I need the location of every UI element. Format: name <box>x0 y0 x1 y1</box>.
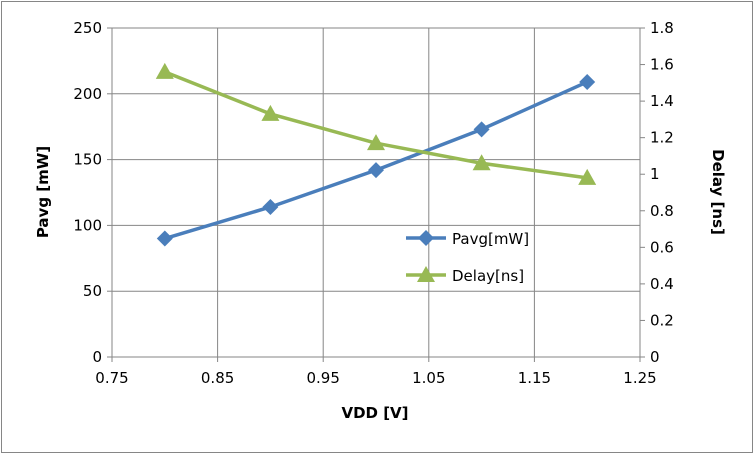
triangle-marker <box>261 104 280 121</box>
x-axis-label: VDD [V] <box>341 404 408 422</box>
y-tick-label: 250 <box>73 19 102 37</box>
y2-tick-label: 0 <box>650 348 660 366</box>
diamond-marker <box>368 162 384 179</box>
x-tick-label: 0.75 <box>95 369 128 387</box>
diamond-marker <box>262 198 279 215</box>
x-tick-label: 1.25 <box>623 369 656 387</box>
triangle-marker <box>367 134 385 151</box>
diamond-marker <box>579 73 596 90</box>
y2-tick-label: 0.2 <box>650 311 674 329</box>
series-line-pavg-mw- <box>164 80 588 241</box>
y2-tick-label: 1.6 <box>650 56 674 74</box>
triangle-marker <box>417 266 435 282</box>
x-tick-label: 0.95 <box>306 369 339 387</box>
y-tick-label: 150 <box>73 151 102 169</box>
y-tick-label: 0 <box>92 348 102 366</box>
x-tick-label: 0.85 <box>201 369 234 387</box>
diamond-marker <box>156 230 173 247</box>
triangle-marker <box>578 168 597 185</box>
triangle-marker <box>472 154 491 171</box>
y-tick-label: 50 <box>83 282 102 300</box>
y2-tick-label: 1.4 <box>650 92 674 110</box>
y2-tick-label: 1.2 <box>650 129 674 147</box>
y2-tick-label: 0.8 <box>650 202 674 220</box>
series-line-delay-ns- <box>164 70 588 180</box>
y2-axis-label: Delay [ns] <box>709 149 727 235</box>
x-tick-label: 1.05 <box>412 369 445 387</box>
legend-label: Delay[ns] <box>452 267 524 285</box>
x-tick-label: 1.15 <box>518 369 551 387</box>
y-tick-label: 100 <box>73 216 102 234</box>
y2-tick-label: 1.8 <box>650 19 674 37</box>
triangle-marker <box>155 62 174 79</box>
y2-tick-label: 0.6 <box>650 238 674 256</box>
diamond-marker <box>473 121 490 138</box>
y2-tick-label: 0.4 <box>650 275 674 293</box>
y-axis-label: Pavg [mW] <box>34 146 52 238</box>
legend-label: Pavg[mW] <box>452 230 529 248</box>
diamond-marker <box>418 230 434 246</box>
y-tick-label: 200 <box>73 85 102 103</box>
legend: Pavg[mW] Delay[ns] <box>406 230 529 285</box>
y2-tick-label: 1 <box>650 165 660 183</box>
